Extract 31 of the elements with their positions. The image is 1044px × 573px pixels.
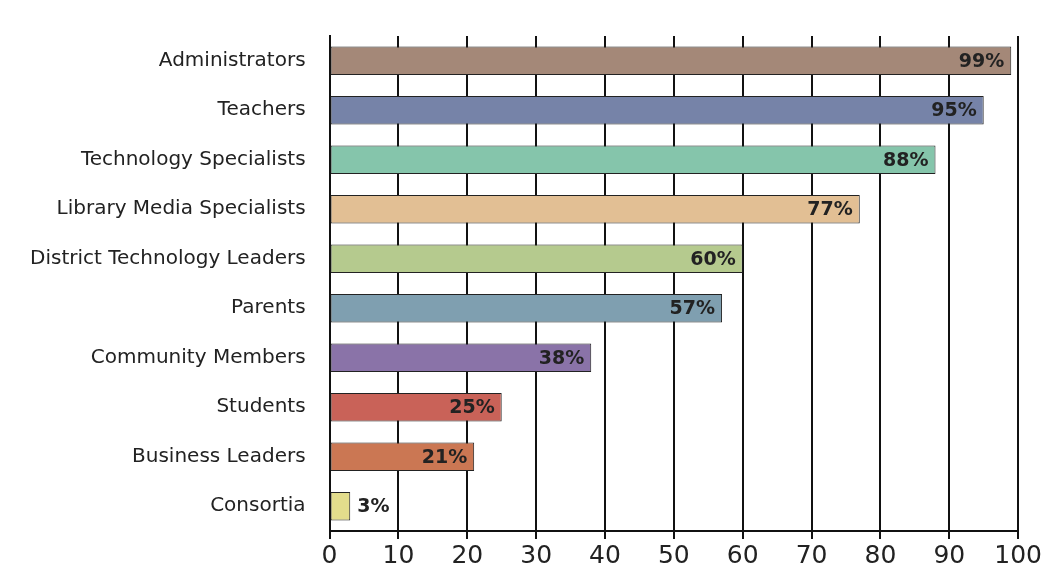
x-tick-label: 30 xyxy=(520,539,553,569)
y-tick-label: Technology Specialists xyxy=(79,145,306,170)
data-label: 21% xyxy=(421,444,468,467)
x-tick-label: 60 xyxy=(726,539,759,569)
data-label: 88% xyxy=(883,147,929,170)
data-label: 25% xyxy=(449,395,495,418)
data-label: 57% xyxy=(669,296,716,319)
x-tick-label: 20 xyxy=(451,539,484,569)
y-tick-label: Administrators xyxy=(158,46,306,71)
y-tick-label: Consortia xyxy=(210,492,306,517)
data-label: 95% xyxy=(931,98,977,121)
x-tick-label: 100 xyxy=(994,539,1042,569)
x-tick-label: 0 xyxy=(321,539,338,569)
x-tick-label: 40 xyxy=(589,539,621,569)
x-tick-label: 50 xyxy=(657,539,690,569)
x-tick-label: 80 xyxy=(864,539,897,569)
data-label: 38% xyxy=(538,345,585,368)
y-tick-label: Students xyxy=(216,393,306,418)
data-label: 3% xyxy=(357,494,390,517)
data-label: 60% xyxy=(690,246,736,269)
y-tick-label: Teachers xyxy=(216,96,306,121)
data-label: 99% xyxy=(958,48,1005,71)
y-tick-label: District Technology Leaders xyxy=(30,244,306,269)
y-tick-label: Parents xyxy=(231,294,306,319)
x-tick-label: 10 xyxy=(382,539,415,569)
data-label: 77% xyxy=(807,197,853,220)
x-tick-label: 90 xyxy=(933,539,966,569)
y-tick-label: Library Media Specialists xyxy=(56,195,306,220)
y-tick-label: Business Leaders xyxy=(132,442,306,467)
y-tick-label: Community Members xyxy=(90,343,306,368)
x-tick-label: 70 xyxy=(795,539,828,569)
